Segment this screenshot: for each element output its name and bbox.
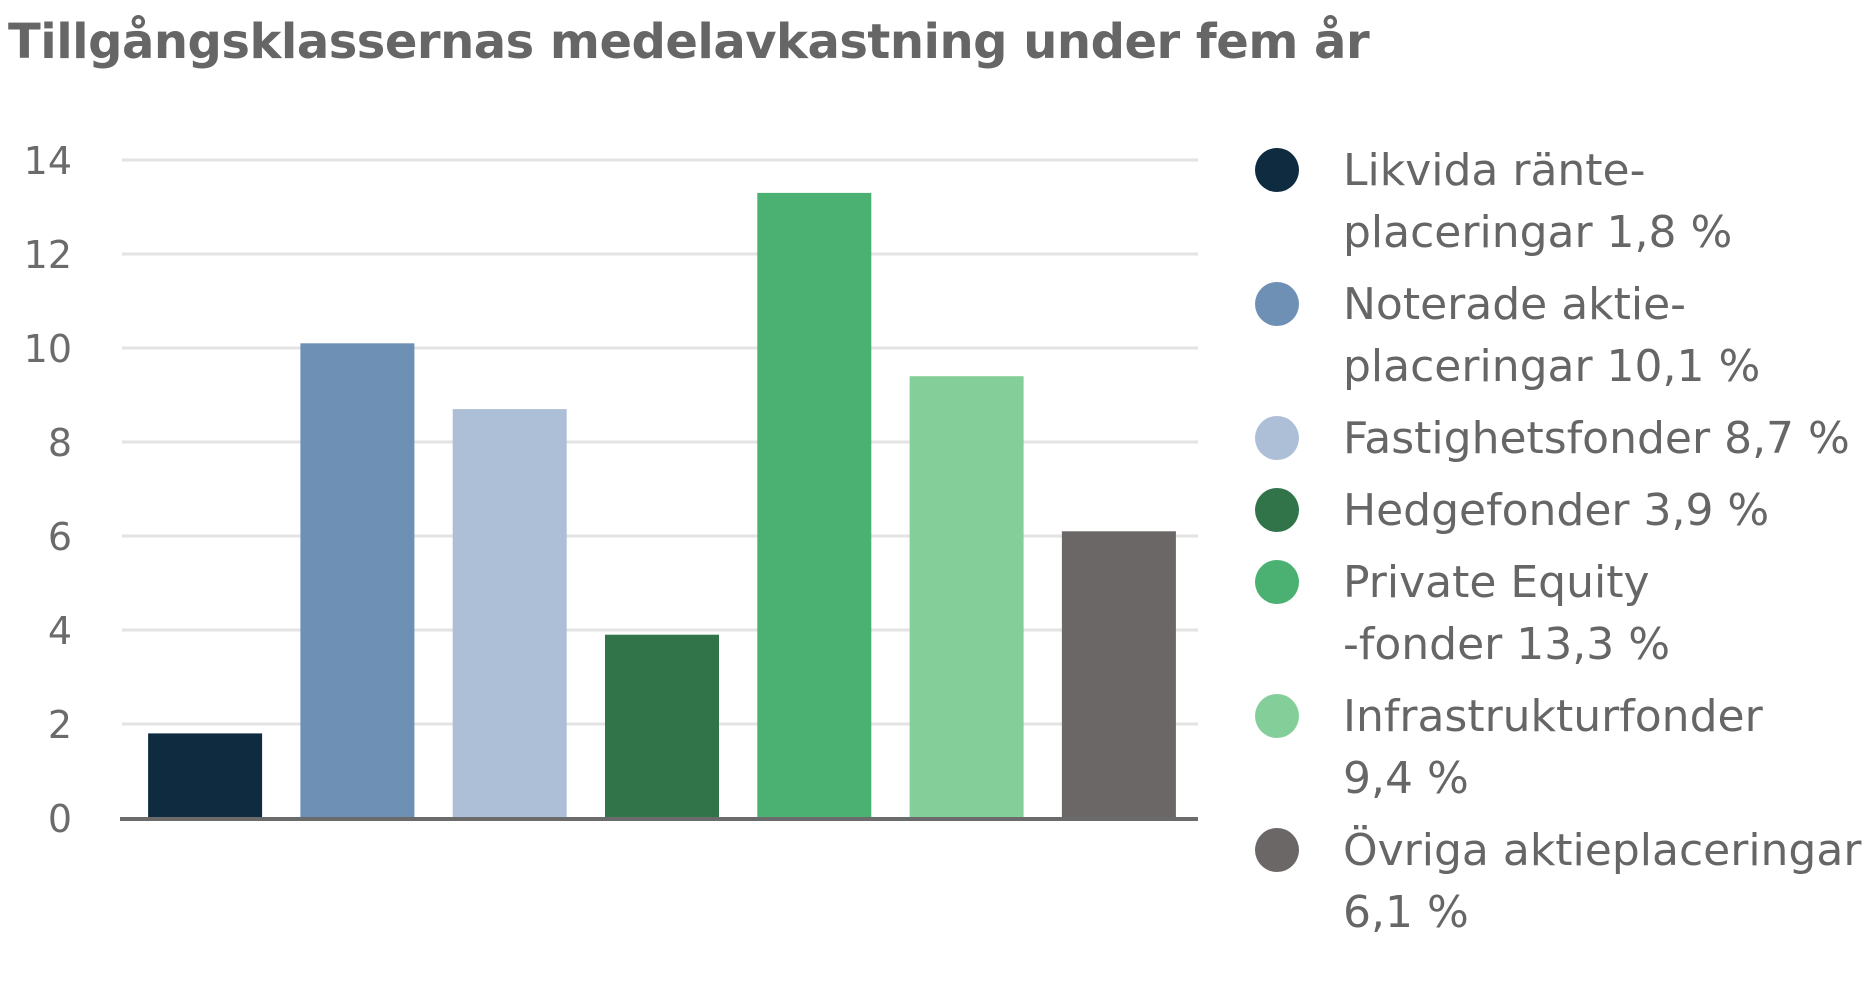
legend-swatch [1255, 560, 1299, 604]
bar [605, 634, 719, 818]
legend-item: Fastighetsfonder 8,7 % [1255, 408, 1875, 470]
legend-label: Infrastrukturfonder 9,4 % [1343, 691, 1763, 804]
legend-item: Övriga aktieplaceringar 6,1 % [1255, 820, 1875, 944]
legend-label: Övriga aktieplaceringar 6,1 % [1343, 825, 1862, 938]
bar [148, 733, 263, 818]
legend-label: Likvida ränte- placeringar 1,8 % [1343, 145, 1733, 258]
y-tick-label: 10 [24, 327, 72, 371]
legend-swatch [1255, 694, 1299, 738]
legend-label: Noterade aktie- placeringar 10,1 % [1343, 279, 1761, 392]
legend-item: Private Equity -fonder 13,3 % [1255, 552, 1875, 676]
bars [148, 192, 1176, 818]
legend: Likvida ränte- placeringar 1,8 % Noterade… [1255, 140, 1875, 954]
legend-label: Fastighetsfonder 8,7 % [1343, 413, 1850, 464]
legend-swatch [1255, 148, 1299, 192]
chart-title: Tillgångsklassernas medelavkastning unde… [8, 14, 1370, 70]
legend-swatch [1255, 488, 1299, 532]
y-tick-label: 6 [48, 515, 72, 559]
bar [300, 343, 415, 818]
y-axis-ticks: 0 2 4 6 8 10 12 14 [24, 139, 72, 841]
bar [452, 409, 567, 818]
y-tick-label: 2 [48, 703, 72, 747]
y-tick-label: 12 [24, 233, 72, 277]
legend-item: Hedgefonder 3,9 % [1255, 480, 1875, 542]
y-tick-label: 8 [48, 421, 72, 465]
legend-swatch [1255, 828, 1299, 872]
y-tick-label: 0 [48, 797, 72, 841]
bar [757, 192, 872, 818]
bar [909, 376, 1024, 818]
legend-label: Hedgefonder 3,9 % [1343, 485, 1770, 536]
legend-item: Likvida ränte- placeringar 1,8 % [1255, 140, 1875, 264]
y-tick-label: 4 [48, 609, 72, 653]
y-tick-label: 14 [24, 139, 72, 183]
legend-swatch [1255, 416, 1299, 460]
legend-item: Infrastrukturfonder 9,4 % [1255, 686, 1875, 810]
legend-item: Noterade aktie- placeringar 10,1 % [1255, 274, 1875, 398]
legend-swatch [1255, 282, 1299, 326]
legend-label: Private Equity -fonder 13,3 % [1343, 557, 1671, 670]
bar [1061, 531, 1176, 818]
